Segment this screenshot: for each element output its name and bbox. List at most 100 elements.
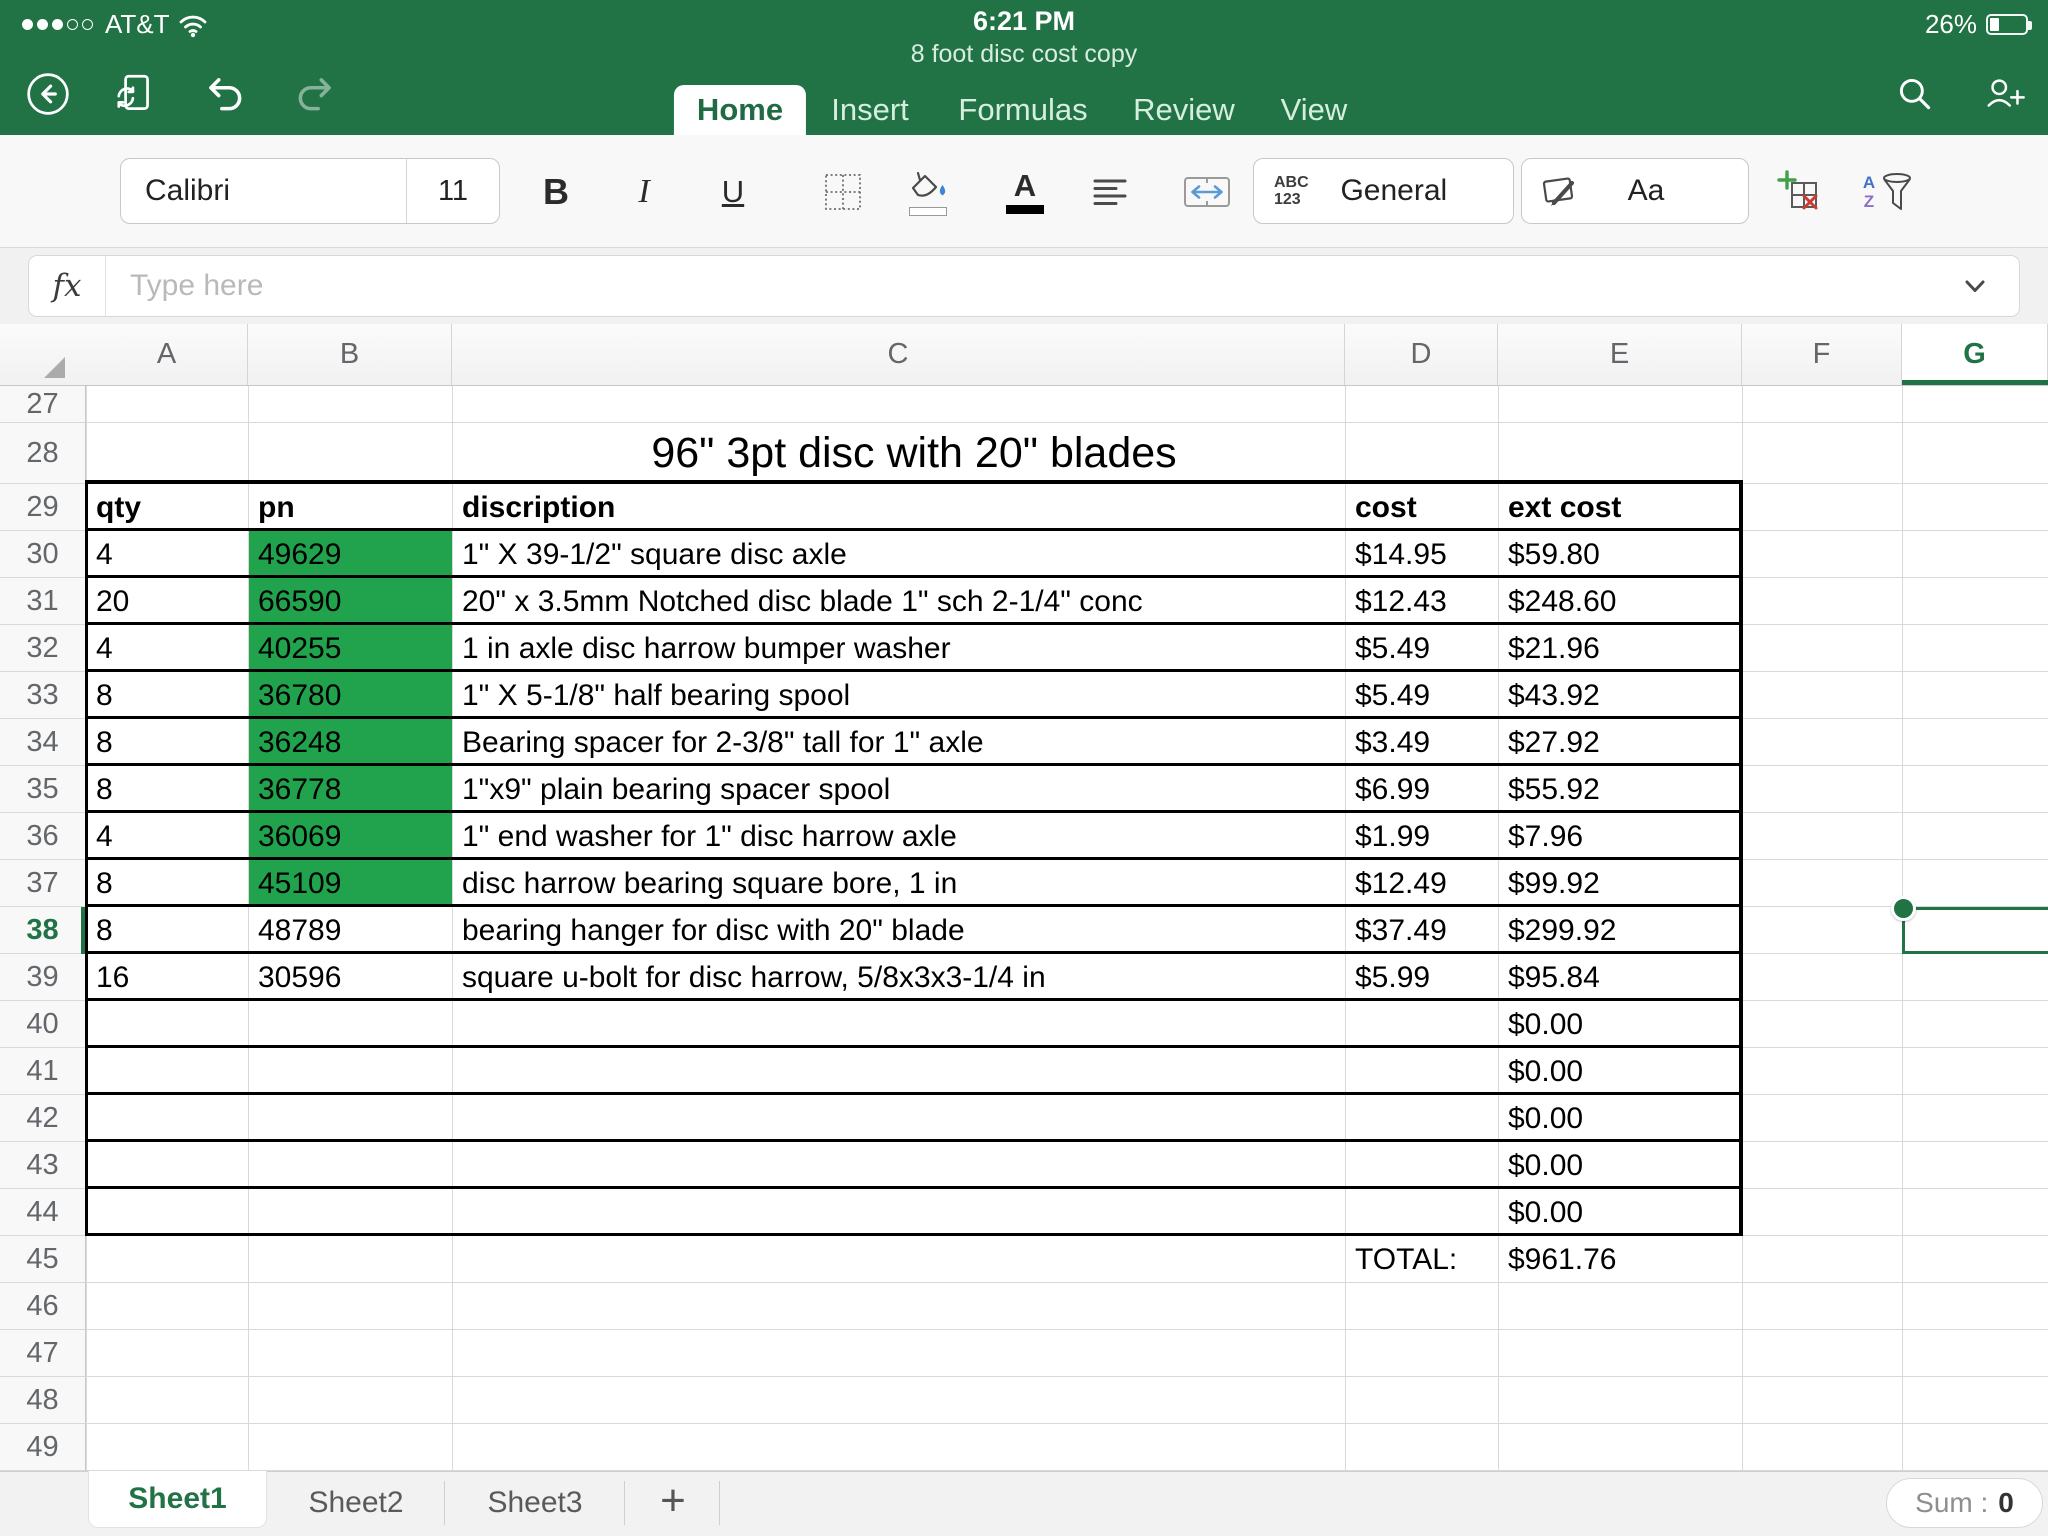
cell-A33[interactable]: 8	[96, 679, 113, 712]
font-size[interactable]: 11	[406, 159, 499, 223]
cell-D30[interactable]: $14.95	[1355, 538, 1447, 571]
row-header-39[interactable]: 39	[0, 954, 86, 1001]
cell-E31[interactable]: $248.60	[1508, 585, 1617, 618]
insert-delete-cells-icon[interactable]	[1772, 135, 1826, 248]
cell-C35[interactable]: 1"x9" plain bearing spacer spool	[462, 773, 891, 806]
select-all-icon[interactable]	[44, 357, 65, 378]
row-header-36[interactable]: 36	[0, 813, 86, 860]
column-header-B[interactable]: B	[248, 324, 452, 385]
cell-C33[interactable]: 1" X 5-1/8" half bearing spool	[462, 679, 851, 712]
formula-input[interactable]: Type here	[130, 269, 264, 302]
bold-button[interactable]: B	[543, 170, 569, 212]
cell-D33[interactable]: $5.49	[1355, 679, 1431, 712]
spreadsheet-grid[interactable]: 27 28 29 30 31 32 33 34 35 36 37 38 39 40 41 42 43 44 45 46…	[0, 386, 2048, 1471]
cell-E34[interactable]: $27.92	[1508, 726, 1600, 759]
cell-D37[interactable]: $12.49	[1355, 867, 1447, 900]
row-header-47[interactable]: 47	[0, 1330, 86, 1377]
row-header-37[interactable]: 37	[0, 860, 86, 907]
search-icon[interactable]	[1892, 71, 1938, 117]
cell-B35[interactable]: 36778	[258, 773, 342, 806]
cell-A39[interactable]: 16	[96, 961, 130, 994]
cell-C37[interactable]: disc harrow bearing square bore, 1 in	[462, 867, 958, 900]
cell-B34[interactable]: 36248	[258, 726, 342, 759]
cell-D36[interactable]: $1.99	[1355, 820, 1431, 853]
cell-D29[interactable]: cost	[1355, 491, 1417, 524]
tab-view[interactable]: View	[1280, 92, 1348, 127]
cell-E30[interactable]: $59.80	[1508, 538, 1600, 571]
sheet-tab-sheet3[interactable]: Sheet3	[487, 1486, 583, 1519]
sheet-tab-sheet1[interactable]: Sheet1	[88, 1471, 267, 1528]
cell-D32[interactable]: $5.49	[1355, 632, 1431, 665]
cell-E35[interactable]: $55.92	[1508, 773, 1600, 806]
cell-C34[interactable]: Bearing spacer for 2-3/8" tall for 1" ax…	[462, 726, 984, 759]
cell-styles-button[interactable]: Aa	[1521, 158, 1749, 224]
row-header-46[interactable]: 46	[0, 1283, 86, 1330]
row-header-45[interactable]: 45	[0, 1236, 86, 1283]
column-header-D[interactable]: D	[1345, 324, 1498, 385]
row-header-42[interactable]: 42	[0, 1095, 86, 1142]
column-header-E[interactable]: E	[1498, 324, 1742, 385]
cell-D35[interactable]: $6.99	[1355, 773, 1431, 806]
selection-box-G38[interactable]	[1902, 907, 2048, 954]
cell-B39[interactable]: 30596	[258, 961, 342, 994]
cell-E29[interactable]: ext cost	[1508, 491, 1622, 524]
cell-A29[interactable]: qty	[96, 491, 141, 524]
borders-icon[interactable]	[820, 135, 866, 248]
cell-B30[interactable]: 49629	[258, 538, 342, 571]
formula-input-box[interactable]: fx Type here	[28, 255, 2020, 317]
cell-D31[interactable]: $12.43	[1355, 585, 1447, 618]
font-color-icon[interactable]: A	[1002, 135, 1048, 248]
cell-B32[interactable]: 40255	[258, 632, 342, 665]
cell-E36[interactable]: $7.96	[1508, 820, 1584, 853]
fill-color-icon[interactable]	[902, 135, 954, 248]
cell-E42[interactable]: $0.00	[1508, 1102, 1584, 1135]
cell-A35[interactable]: 8	[96, 773, 113, 806]
cell-B36[interactable]: 36069	[258, 820, 342, 853]
cell-C32[interactable]: 1 in axle disc harrow bumper washer	[462, 632, 951, 665]
cell-A37[interactable]: 8	[96, 867, 113, 900]
cell-C31[interactable]: 20" x 3.5mm Notched disc blade 1" sch 2-…	[462, 585, 1143, 618]
align-icon[interactable]	[1087, 135, 1133, 248]
number-format-button[interactable]: ABC 123 General	[1253, 158, 1514, 224]
row-header-40[interactable]: 40	[0, 1001, 86, 1048]
cell-E43[interactable]: $0.00	[1508, 1149, 1584, 1182]
cell-C39[interactable]: square u-bolt for disc harrow, 5/8x3x3-1…	[462, 961, 1046, 994]
cell-A38[interactable]: 8	[96, 914, 113, 947]
row-header-27[interactable]: 27	[0, 386, 86, 423]
cell-E39[interactable]: $95.84	[1508, 961, 1600, 994]
cell-B33[interactable]: 36780	[258, 679, 342, 712]
row-header-28[interactable]: 28	[0, 423, 86, 484]
tab-review[interactable]: Review	[1133, 92, 1235, 127]
column-header-C[interactable]: C	[452, 324, 1345, 385]
row-header-35[interactable]: 35	[0, 766, 86, 813]
cell-E37[interactable]: $99.92	[1508, 867, 1600, 900]
cell-E41[interactable]: $0.00	[1508, 1055, 1584, 1088]
tab-formulas[interactable]: Formulas	[958, 92, 1088, 127]
table-title[interactable]: 96" 3pt disc with 20" blades	[651, 429, 1177, 477]
cell-A36[interactable]: 4	[96, 820, 113, 853]
column-header-G[interactable]: G	[1902, 324, 2048, 385]
row-header-33[interactable]: 33	[0, 672, 86, 719]
chevron-down-icon[interactable]	[1957, 271, 2019, 301]
back-button[interactable]	[25, 71, 71, 117]
add-people-icon[interactable]	[1982, 71, 2028, 117]
tab-insert[interactable]: Insert	[831, 92, 909, 127]
italic-button[interactable]: I	[638, 172, 650, 210]
cell-B38[interactable]: 48789	[258, 914, 342, 947]
sum-badge[interactable]: Sum : 0	[1886, 1478, 2043, 1528]
selection-handle[interactable]	[1891, 896, 1916, 921]
cell-C36[interactable]: 1" end washer for 1" disc harrow axle	[462, 820, 957, 853]
merge-cells-icon[interactable]	[1180, 135, 1234, 248]
cell-E44[interactable]: $0.00	[1508, 1196, 1584, 1229]
cell-A31[interactable]: 20	[96, 585, 130, 618]
row-header-43[interactable]: 43	[0, 1142, 86, 1189]
cell-E33[interactable]: $43.92	[1508, 679, 1600, 712]
cell-B29[interactable]: pn	[258, 491, 295, 524]
cell-C30[interactable]: 1" X 39-1/2" square disc axle	[462, 538, 847, 571]
cell-B37[interactable]: 45109	[258, 867, 342, 900]
row-header-31[interactable]: 31	[0, 578, 86, 625]
cell-E38[interactable]: $299.92	[1508, 914, 1617, 947]
cell-D34[interactable]: $3.49	[1355, 726, 1431, 759]
cell-B31[interactable]: 66590	[258, 585, 342, 618]
